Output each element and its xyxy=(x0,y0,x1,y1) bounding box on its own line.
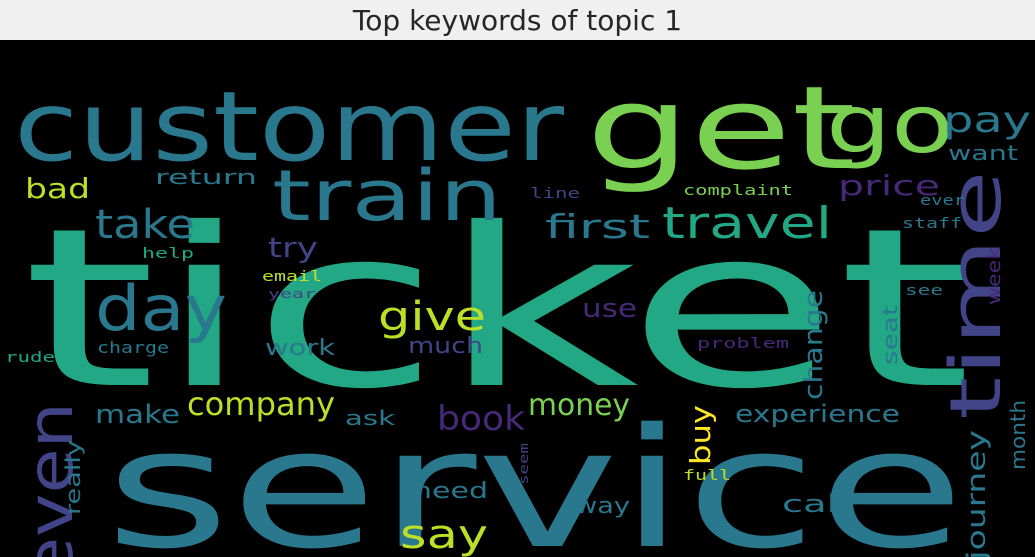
word-call: call xyxy=(782,490,848,518)
word-book: book xyxy=(437,399,525,439)
word-really: really xyxy=(61,440,85,515)
word-ever: ever xyxy=(920,193,965,209)
word-seat: seat xyxy=(878,305,902,365)
word-day: day xyxy=(95,272,227,345)
word-experience: experience xyxy=(735,400,900,428)
word-bad: bad xyxy=(25,172,90,205)
word-change: change xyxy=(799,290,829,400)
word-see: see xyxy=(905,283,943,299)
word-week: week xyxy=(984,246,1005,305)
word-give: give xyxy=(378,294,486,340)
word-take: take xyxy=(95,202,195,248)
word-complaint: complaint xyxy=(683,183,793,199)
word-problem: problem xyxy=(697,336,789,352)
word-use: use xyxy=(582,294,637,324)
word-try: try xyxy=(268,231,318,264)
word-say: say xyxy=(400,512,488,557)
word-line: line xyxy=(530,186,580,202)
word-make: make xyxy=(95,400,180,430)
word-charge: charge xyxy=(97,338,169,357)
word-staff: staff xyxy=(902,216,962,232)
word-email: email xyxy=(262,269,322,285)
word-cloud-panel: ticket service customer get go train time day ev… xyxy=(0,40,1035,557)
chart-title: Top keywords of topic 1 xyxy=(352,3,683,37)
word-want: want xyxy=(948,141,1018,165)
word-need: need xyxy=(413,479,488,504)
word-back: back xyxy=(902,555,988,557)
word-rude: rude xyxy=(5,350,55,366)
word-pay: pay xyxy=(943,100,1031,141)
word-time: time xyxy=(935,170,1017,420)
word-company: company xyxy=(187,385,335,423)
word-buy: buy xyxy=(684,405,717,465)
word-travel: travel xyxy=(662,198,832,249)
word-ticket: ticket xyxy=(22,181,972,437)
word-money: money xyxy=(528,388,630,423)
word-refund: refund xyxy=(655,552,750,557)
word-year: year xyxy=(268,287,316,301)
word-much: much xyxy=(408,334,483,359)
word-first: first xyxy=(545,207,650,246)
word-full: full xyxy=(683,468,731,484)
word-cloud-background xyxy=(0,40,1035,557)
word-journey: journey xyxy=(962,430,992,557)
word-even: even xyxy=(14,402,87,557)
word-service: service xyxy=(105,393,965,557)
word-work: work xyxy=(265,336,335,361)
word-price: price xyxy=(838,169,940,202)
word-month: month xyxy=(1006,400,1030,470)
word-customer: customer xyxy=(14,71,565,183)
word-go: go xyxy=(826,78,954,171)
word-get: get xyxy=(586,62,856,196)
word-train: train xyxy=(272,155,502,237)
word-never: never xyxy=(540,551,631,557)
word-help: help xyxy=(142,246,194,262)
word-ask: ask xyxy=(345,406,396,430)
word-seem: seem xyxy=(517,443,531,485)
word-return: return xyxy=(155,165,257,189)
word-way: way xyxy=(575,494,630,519)
